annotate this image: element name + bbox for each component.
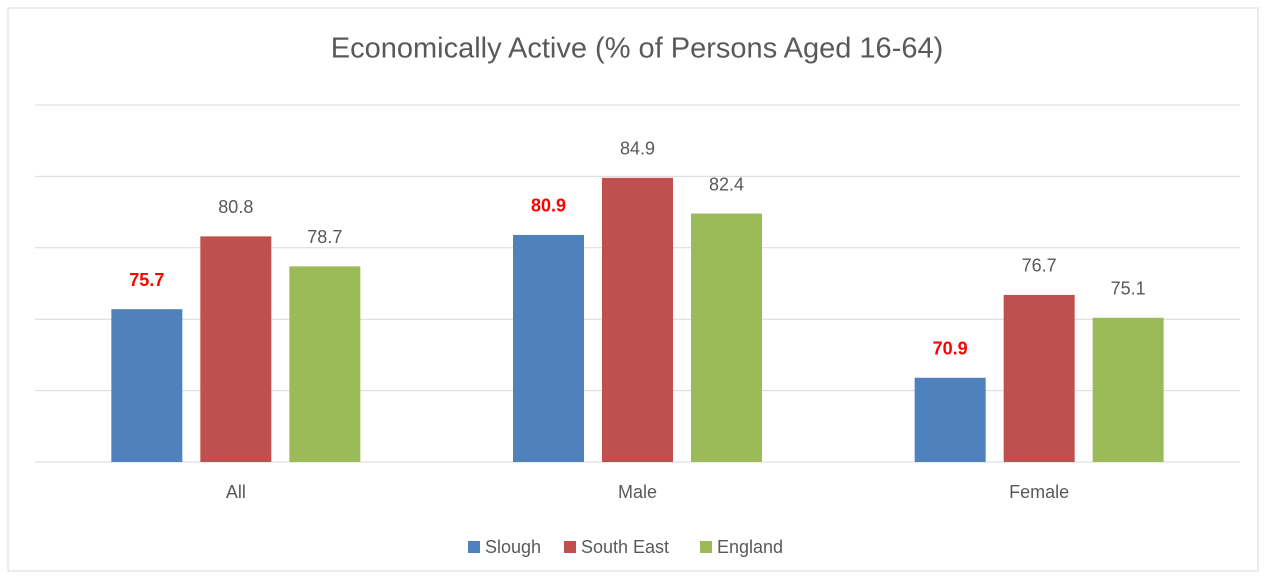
legend-swatch <box>468 541 480 553</box>
legend-swatch <box>700 541 712 553</box>
bar <box>1003 294 1075 462</box>
legend-swatch <box>564 541 576 553</box>
legend-label: Slough <box>485 537 541 557</box>
data-label: 80.9 <box>531 196 566 216</box>
x-tick-label: All <box>226 482 246 502</box>
bar <box>289 266 361 462</box>
data-label: 80.8 <box>218 197 253 217</box>
data-label: 76.7 <box>1022 256 1057 276</box>
bar <box>602 177 673 462</box>
legend-label: South East <box>581 537 669 557</box>
data-label: 84.9 <box>620 139 655 159</box>
bar <box>111 309 183 462</box>
data-label: 78.7 <box>307 227 342 247</box>
x-tick-label: Female <box>1009 482 1069 502</box>
bar <box>513 234 584 462</box>
bar <box>1092 317 1164 462</box>
chart-title: Economically Active (% of Persons Aged 1… <box>331 33 944 65</box>
bar <box>200 236 272 462</box>
data-label: 82.4 <box>709 174 744 194</box>
bar <box>691 213 762 462</box>
x-tick-label: Male <box>618 482 657 502</box>
bar <box>914 377 986 462</box>
data-label: 70.9 <box>933 338 968 358</box>
data-label: 75.1 <box>1111 279 1146 299</box>
legend-label: England <box>717 537 783 557</box>
data-label: 75.7 <box>129 270 164 290</box>
